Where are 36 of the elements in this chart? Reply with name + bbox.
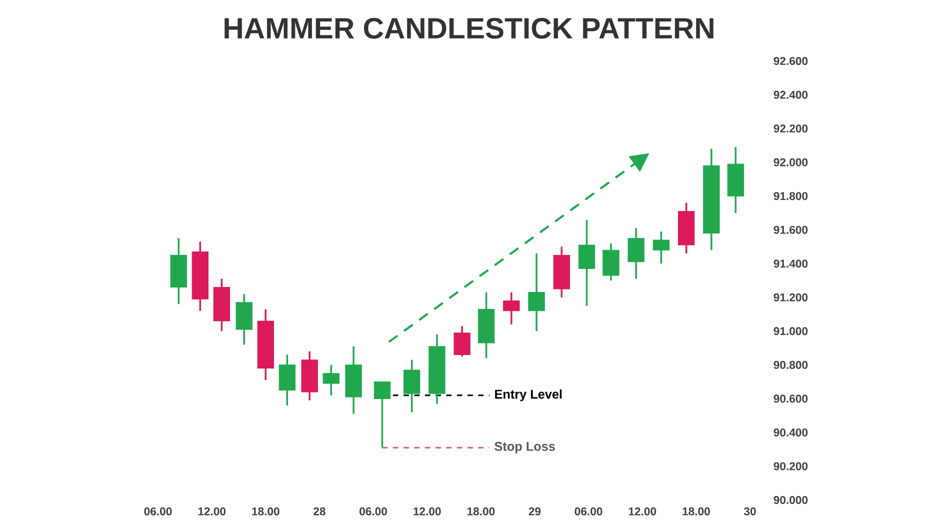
candlestick [404,358,420,414]
y-tick-label: 90.200 [774,462,808,470]
y-tick-label: 92.200 [774,124,808,133]
y-tick-label: 91.600 [774,226,808,234]
x-tick-label: 12.00 [414,507,441,516]
x-tick-label: 12.00 [198,507,226,516]
x-tick-label: 30 [744,507,756,516]
candlestick [503,291,520,326]
x-tick-label: 29 [528,507,541,516]
y-tick-label: 91.000 [774,327,808,336]
x-tick-label: 06.00 [360,507,387,516]
y-tick-label: 90.400 [774,428,808,436]
ref-line-label: Stop Loss [494,442,555,454]
x-tick-label: 18.00 [252,507,280,516]
candlestick [578,218,596,307]
chart-title: HAMMER CANDLESTICK PATTERN [224,18,714,39]
y-tick-label: 92.000 [774,158,808,166]
y-tick-label: 92.400 [774,90,808,99]
x-tick-label: 18.00 [682,507,710,516]
candlestick [652,230,670,264]
x-tick-label: 28 [314,507,326,516]
y-tick-label: 91.400 [774,260,808,268]
y-tick-label: 91.200 [774,293,808,302]
candlestick [628,227,644,280]
y-tick-label: 90.000 [774,496,808,504]
candlestick [454,325,470,358]
x-tick-label: 06.00 [574,507,602,516]
y-tick-label: 90.800 [774,360,808,369]
x-tick-label: 18.00 [467,507,495,516]
y-tick-label: 91.800 [774,192,808,200]
candlestick [528,252,545,332]
y-tick-label: 90.600 [774,394,808,403]
x-tick-label: 12.00 [628,507,656,516]
ref-line-label: Entry Level [495,389,562,402]
x-tick-label: 06.00 [144,507,172,516]
y-tick-label: 92.600 [774,56,808,65]
